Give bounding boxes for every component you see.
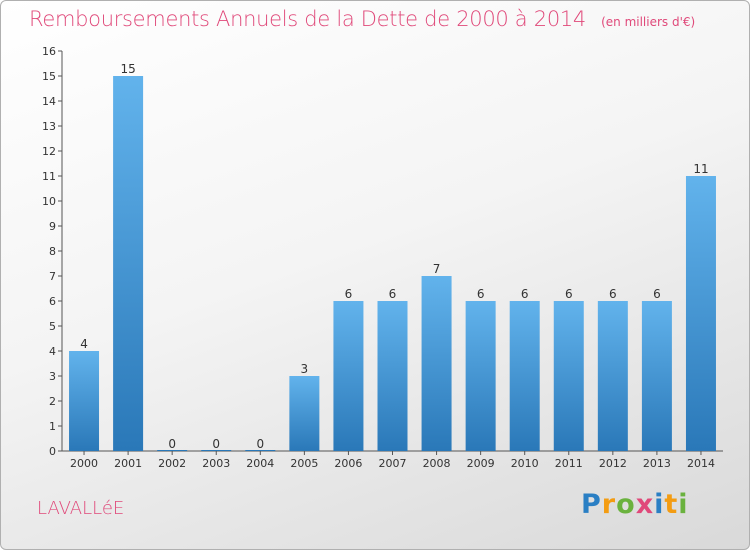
data-label-2011: 6 xyxy=(565,287,573,301)
brand-letter: i xyxy=(654,489,665,520)
x-tick-label-2000: 2000 xyxy=(70,457,98,470)
data-label-2004: 0 xyxy=(256,437,264,451)
y-tick-label: 6 xyxy=(49,295,56,308)
data-label-2003: 0 xyxy=(212,437,220,451)
y-tick-label: 9 xyxy=(49,220,56,233)
data-label-2014: 11 xyxy=(693,162,708,176)
y-tick-label: 7 xyxy=(49,270,56,283)
y-tick-label: 11 xyxy=(42,170,56,183)
data-label-2009: 6 xyxy=(477,287,485,301)
brand-letter: i xyxy=(678,489,689,520)
data-label-2008: 7 xyxy=(433,262,441,276)
data-label-2010: 6 xyxy=(521,287,529,301)
bar-2014 xyxy=(685,176,716,451)
bar-2004 xyxy=(245,450,276,451)
bar-2008 xyxy=(421,276,452,451)
y-tick-label: 10 xyxy=(42,195,56,208)
x-tick-label-2004: 2004 xyxy=(246,457,274,470)
y-tick-label: 4 xyxy=(49,345,56,358)
data-label-2007: 6 xyxy=(389,287,397,301)
y-tick-label: 13 xyxy=(42,120,56,133)
x-tick-label-2007: 2007 xyxy=(379,457,407,470)
bar-2011 xyxy=(553,301,584,451)
chart-subtitle: (en milliers d'€) xyxy=(601,15,696,29)
x-tick-label-2002: 2002 xyxy=(158,457,186,470)
brand-logo: Proxiti xyxy=(581,489,689,520)
bar-2009 xyxy=(465,301,496,451)
bar-2002 xyxy=(157,450,188,451)
x-tick-label-2010: 2010 xyxy=(511,457,539,470)
bar-2010 xyxy=(509,301,540,451)
y-tick-label: 1 xyxy=(49,420,56,433)
title-row: Remboursements Annuels de la Dette de 20… xyxy=(29,7,695,31)
x-tick-label-2006: 2006 xyxy=(334,457,362,470)
y-tick-label: 8 xyxy=(49,245,56,258)
x-tick-label-2013: 2013 xyxy=(643,457,671,470)
data-label-2000: 4 xyxy=(80,337,88,351)
bar-2012 xyxy=(597,301,628,451)
data-label-2006: 6 xyxy=(345,287,353,301)
x-tick-label-2008: 2008 xyxy=(423,457,451,470)
bar-2006 xyxy=(333,301,364,451)
x-tick-label-2005: 2005 xyxy=(290,457,318,470)
brand-letter: P xyxy=(581,489,602,520)
bar-2005 xyxy=(289,376,320,451)
y-tick-label: 16 xyxy=(42,45,56,58)
bar-2003 xyxy=(201,450,232,451)
chart-title: Remboursements Annuels de la Dette de 20… xyxy=(29,7,586,31)
brand-letter: o xyxy=(616,489,636,520)
brand-letter: r xyxy=(601,489,617,520)
y-tick-label: 5 xyxy=(49,320,56,333)
x-tick-label-2014: 2014 xyxy=(687,457,715,470)
brand-letter: x xyxy=(635,489,655,520)
x-tick-label-2012: 2012 xyxy=(599,457,627,470)
bar-2013 xyxy=(641,301,672,451)
commune-name: LAVALLéE xyxy=(37,498,125,519)
y-tick-label: 2 xyxy=(49,395,56,408)
bar-2007 xyxy=(377,301,408,451)
bar-2000 xyxy=(69,351,100,451)
x-tick-label-2011: 2011 xyxy=(555,457,583,470)
brand-letter: t xyxy=(664,489,679,520)
data-label-2013: 6 xyxy=(653,287,661,301)
data-label-2001: 15 xyxy=(120,62,135,76)
data-label-2005: 3 xyxy=(301,362,309,376)
y-tick-label: 3 xyxy=(49,370,56,383)
x-tick-label-2001: 2001 xyxy=(114,457,142,470)
data-label-2012: 6 xyxy=(609,287,617,301)
y-tick-label: 0 xyxy=(49,445,56,458)
y-tick-label: 14 xyxy=(42,95,56,108)
y-tick-label: 15 xyxy=(42,70,56,83)
data-label-2002: 0 xyxy=(168,437,176,451)
y-tick-label: 12 xyxy=(42,145,56,158)
x-tick-label-2009: 2009 xyxy=(467,457,495,470)
x-tick-label-2003: 2003 xyxy=(202,457,230,470)
bar-2001 xyxy=(113,76,144,451)
